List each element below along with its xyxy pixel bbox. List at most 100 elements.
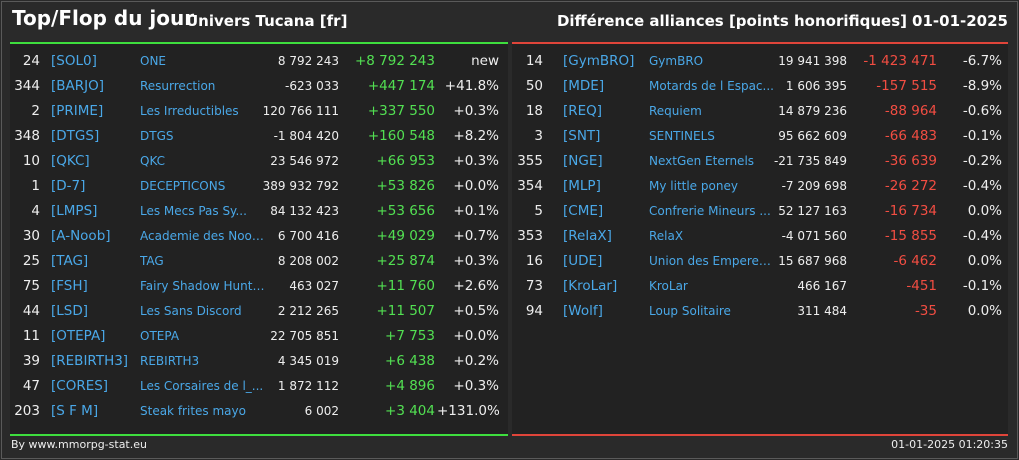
date-label: 01-01-2025 xyxy=(912,12,1008,30)
alliance-tag-link[interactable]: [NGE] xyxy=(563,153,603,169)
points-cell: 120 766 111 xyxy=(262,104,339,118)
percent-cell: -0.1% xyxy=(962,128,1002,144)
alliance-name-link[interactable]: OTEPA xyxy=(140,329,180,343)
table-row: 94 [Wolf] Loup Solitaire 311 484 -35 0.0% xyxy=(512,300,1008,322)
table-row: 353 [RelaX] RelaX -4 071 560 -15 855 -0.4% xyxy=(512,225,1008,247)
alliance-name-link[interactable]: Les Irreductibles xyxy=(140,104,239,118)
alliance-tag-link[interactable]: [PRIME] xyxy=(51,103,104,119)
alliance-tag-link[interactable]: [SNT] xyxy=(563,128,601,144)
points-cell: 8 208 002 xyxy=(277,254,339,268)
alliance-tag-link[interactable]: [TAG] xyxy=(51,253,89,269)
points-cell: 6 002 xyxy=(304,404,339,418)
alliance-name-link[interactable]: Requiem xyxy=(649,104,702,118)
alliance-name-link[interactable]: DECEPTICONS xyxy=(140,179,226,193)
rank-cell: 73 xyxy=(525,278,543,294)
table-row: 39 [REBIRTH3] REBIRTH3 4 345 019 +6 438 +0.2% xyxy=(10,350,508,372)
alliance-name-link[interactable]: KroLar xyxy=(649,279,688,293)
alliance-tag-link[interactable]: [DTGS] xyxy=(51,128,100,144)
alliance-name-link[interactable]: Union des Empereur... xyxy=(649,254,775,268)
table-row: 16 [UDE] Union des Empereur... 15 687 968 -6… xyxy=(512,250,1008,272)
table-row: 14 [GymBRO] GymBRO 19 941 398 -1 423 471 -6.7… xyxy=(512,50,1008,72)
table-row: 25 [TAG] TAG 8 208 002 +25 874 +0.3% xyxy=(10,250,508,272)
alliance-name-link[interactable]: GymBRO xyxy=(649,54,704,68)
rank-cell: 11 xyxy=(22,328,40,344)
alliance-tag-link[interactable]: [D-7] xyxy=(51,178,86,194)
rank-cell: 4 xyxy=(31,203,40,219)
points-cell: 22 705 851 xyxy=(270,329,339,343)
change-cell: +160 548 xyxy=(367,128,435,144)
percent-cell: -6.7% xyxy=(962,53,1002,69)
rank-cell: 354 xyxy=(517,178,543,194)
percent-cell: 0.0% xyxy=(967,253,1002,269)
alliance-name-link[interactable]: Motards de l Espac... xyxy=(649,79,774,93)
rank-cell: 25 xyxy=(22,253,40,269)
alliance-name-link[interactable]: SENTINELS xyxy=(649,129,715,143)
alliance-name-link[interactable]: Steak frites mayo xyxy=(140,404,246,418)
alliance-name-link[interactable]: Les Sans Discord xyxy=(140,304,242,318)
points-cell: -4 071 560 xyxy=(781,229,847,243)
alliance-name-link[interactable]: Confrerie Mineurs ... xyxy=(649,204,771,218)
change-cell: -6 462 xyxy=(893,253,937,269)
alliance-tag-link[interactable]: [OTEPA] xyxy=(51,328,106,344)
alliance-name-link[interactable]: TAG xyxy=(140,254,164,268)
alliance-name-link[interactable]: Loup Solitaire xyxy=(649,304,731,318)
source-link[interactable]: By www.mmorpg-stat.eu xyxy=(11,438,147,451)
percent-cell: -8.9% xyxy=(962,78,1002,94)
alliance-name-link[interactable]: NextGen Eternels xyxy=(649,154,755,168)
alliance-tag-link[interactable]: [RelaX] xyxy=(563,228,612,244)
change-cell: +337 550 xyxy=(367,103,435,119)
alliance-name-link[interactable]: REBIRTH3 xyxy=(140,354,200,368)
alliance-name-link[interactable]: Resurrection xyxy=(140,79,216,93)
alliance-tag-link[interactable]: [GymBRO] xyxy=(563,53,635,69)
alliance-name-link[interactable]: My little poney xyxy=(649,179,738,193)
table-row: 24 [SOL0] ONE 8 792 243 +8 792 243 new xyxy=(10,50,508,72)
alliance-name-link[interactable]: Academie des Noob... xyxy=(140,229,265,243)
change-cell: -36 639 xyxy=(884,153,937,169)
percent-cell: 0.0% xyxy=(967,303,1002,319)
alliance-tag-link[interactable]: [FSH] xyxy=(51,278,88,294)
alliance-tag-link[interactable]: [REQ] xyxy=(563,103,603,119)
alliance-tag-link[interactable]: [BARJO] xyxy=(51,78,105,94)
change-cell: -26 272 xyxy=(884,178,937,194)
percent-cell: +0.2% xyxy=(453,353,499,369)
percent-cell: +8.2% xyxy=(453,128,499,144)
table-row: 355 [NGE] NextGen Eternels -21 735 849 -36 6… xyxy=(512,150,1008,172)
alliance-tag-link[interactable]: [UDE] xyxy=(563,253,603,269)
alliance-tag-link[interactable]: [MDE] xyxy=(563,78,605,94)
alliance-name-link[interactable]: Les Corsaires de l_... xyxy=(140,379,264,393)
points-cell: 14 879 236 xyxy=(778,104,847,118)
change-cell: -451 xyxy=(906,278,937,294)
alliance-name-link[interactable]: RelaX xyxy=(649,229,684,243)
table-row: 47 [CORES] Les Corsaires de l_... 1 872 112… xyxy=(10,375,508,397)
alliance-tag-link[interactable]: [REBIRTH3] xyxy=(51,353,129,369)
alliance-name-link[interactable]: DTGS xyxy=(140,129,174,143)
alliance-tag-link[interactable]: [SOL0] xyxy=(51,53,97,69)
points-cell: 463 027 xyxy=(289,279,339,293)
change-cell: +447 174 xyxy=(367,78,435,94)
alliance-tag-link[interactable]: [LMPS] xyxy=(51,203,98,219)
alliance-name-link[interactable]: Les Mecs Pas Sy... xyxy=(140,204,247,218)
alliance-tag-link[interactable]: [S F M] xyxy=(51,403,99,419)
rank-cell: 18 xyxy=(525,103,543,119)
alliance-tag-link[interactable]: [KroLar] xyxy=(563,278,618,294)
rank-cell: 50 xyxy=(525,78,543,94)
table-row: 3 [SNT] SENTINELS 95 662 609 -66 483 -0.1% xyxy=(512,125,1008,147)
change-cell: +4 896 xyxy=(385,378,435,394)
alliance-tag-link[interactable]: [CORES] xyxy=(51,378,109,394)
change-cell: +11 507 xyxy=(376,303,435,319)
rank-cell: 353 xyxy=(517,228,543,244)
alliance-name-link[interactable]: ONE xyxy=(140,54,167,68)
table-row: 5 [CME] Confrerie Mineurs ... 52 127 163 -16… xyxy=(512,200,1008,222)
alliance-tag-link[interactable]: [A-Noob] xyxy=(51,228,111,244)
alliance-name-link[interactable]: Fairy Shadow Hunte... xyxy=(140,279,265,293)
rank-cell: 24 xyxy=(22,53,40,69)
alliance-tag-link[interactable]: [MLP] xyxy=(563,178,601,194)
alliance-tag-link[interactable]: [LSD] xyxy=(51,303,89,319)
change-cell: +6 438 xyxy=(385,353,435,369)
alliance-tag-link[interactable]: [Wolf] xyxy=(563,303,603,319)
percent-cell: +0.1% xyxy=(453,203,499,219)
change-cell: +7 753 xyxy=(385,328,435,344)
alliance-tag-link[interactable]: [QKC] xyxy=(51,153,90,169)
alliance-name-link[interactable]: QKC xyxy=(140,154,166,168)
alliance-tag-link[interactable]: [CME] xyxy=(563,203,604,219)
